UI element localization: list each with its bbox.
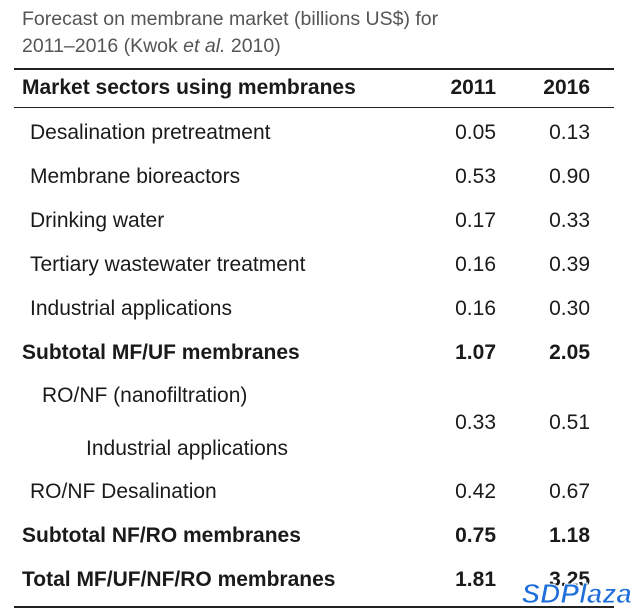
table-row: Tertiary wastewater treatment 0.16 0.39 (0, 253, 640, 297)
table-row: Membrane bioreactors 0.53 0.90 (0, 165, 640, 209)
row-value-2016: 0.30 (549, 297, 590, 320)
sdplaza-watermark-logo: SDPlaza (521, 578, 633, 610)
watermark-text: SDPlaza (522, 578, 633, 609)
table-row: RO/NF Desalination 0.42 0.67 (0, 480, 640, 524)
caption-text-end: 2010) (225, 35, 281, 57)
header-2011: 2011 (450, 76, 496, 99)
row-value-2016: 0.90 (549, 165, 590, 188)
row-label: Subtotal MF/UF membranes (22, 341, 300, 364)
caption-text: 2011–2016 (Kwok (22, 35, 184, 57)
row-label: Industrial applications (30, 297, 232, 320)
row-value-2011: 1.81 (455, 568, 496, 591)
total-row: Total MF/UF/NF/RO membranes 1.81 3.25 (0, 568, 640, 612)
row-value-2011: 0.53 (455, 165, 496, 188)
row-value-2016: 0.13 (549, 121, 590, 144)
table-row: Desalination pretreatment 0.05 0.13 (0, 121, 640, 165)
table-row: RO/NF (nanofiltration) Industrial applic… (0, 384, 640, 474)
table-header-row: Market sectors using membranes 2011 2016 (0, 76, 640, 120)
row-value-2011: 0.05 (455, 121, 496, 144)
header-sector: Market sectors using membranes (22, 76, 356, 99)
caption-line-1: Forecast on membrane market (billions US… (22, 8, 439, 30)
row-label: RO/NF Desalination (30, 480, 217, 503)
row-value-2011: 1.07 (455, 341, 496, 364)
table-row: Drinking water 0.17 0.33 (0, 209, 640, 253)
row-value-2016: 2.05 (549, 341, 590, 364)
row-label-line-2: Industrial applications (86, 437, 288, 460)
row-value-2016: 0.39 (549, 253, 590, 276)
subtotal-row: Subtotal MF/UF membranes 1.07 2.05 (0, 341, 640, 385)
row-label: Membrane bioreactors (30, 165, 241, 188)
row-label: Tertiary wastewater treatment (30, 253, 306, 276)
row-label: Total MF/UF/NF/RO membranes (22, 568, 336, 591)
row-value-2016: 1.18 (549, 524, 590, 547)
header-2016: 2016 (543, 76, 590, 99)
table-header-rule (14, 107, 614, 108)
row-value-2016: 3.25 (549, 568, 590, 591)
row-value-2011: 0.17 (455, 209, 496, 232)
table-bottom-rule (14, 606, 614, 608)
row-label: Subtotal NF/RO membranes (22, 524, 301, 547)
subtotal-row: Subtotal NF/RO membranes 0.75 1.18 (0, 524, 640, 568)
row-value-2011: 0.16 (455, 253, 496, 276)
row-value-2011: 0.75 (455, 524, 496, 547)
row-value-2011: 0.33 (455, 411, 496, 434)
row-value-2016: 0.51 (549, 411, 590, 434)
row-label: Drinking water (30, 209, 165, 232)
row-value-2016: 0.33 (549, 209, 590, 232)
table-caption: Forecast on membrane market (billions US… (22, 6, 582, 60)
row-label: Desalination pretreatment (30, 121, 271, 144)
row-value-2011: 0.16 (455, 297, 496, 320)
row-value-2016: 0.67 (549, 480, 590, 503)
caption-emphasis: et al. (183, 35, 226, 57)
table-row: Industrial applications 0.16 0.30 (0, 297, 640, 341)
table-top-rule (14, 68, 614, 70)
row-value-2011: 0.42 (455, 480, 496, 503)
row-label-line-1: RO/NF (nanofiltration) (42, 384, 248, 407)
caption-line-2: 2011–2016 (Kwok et al. 2010) (22, 33, 582, 60)
